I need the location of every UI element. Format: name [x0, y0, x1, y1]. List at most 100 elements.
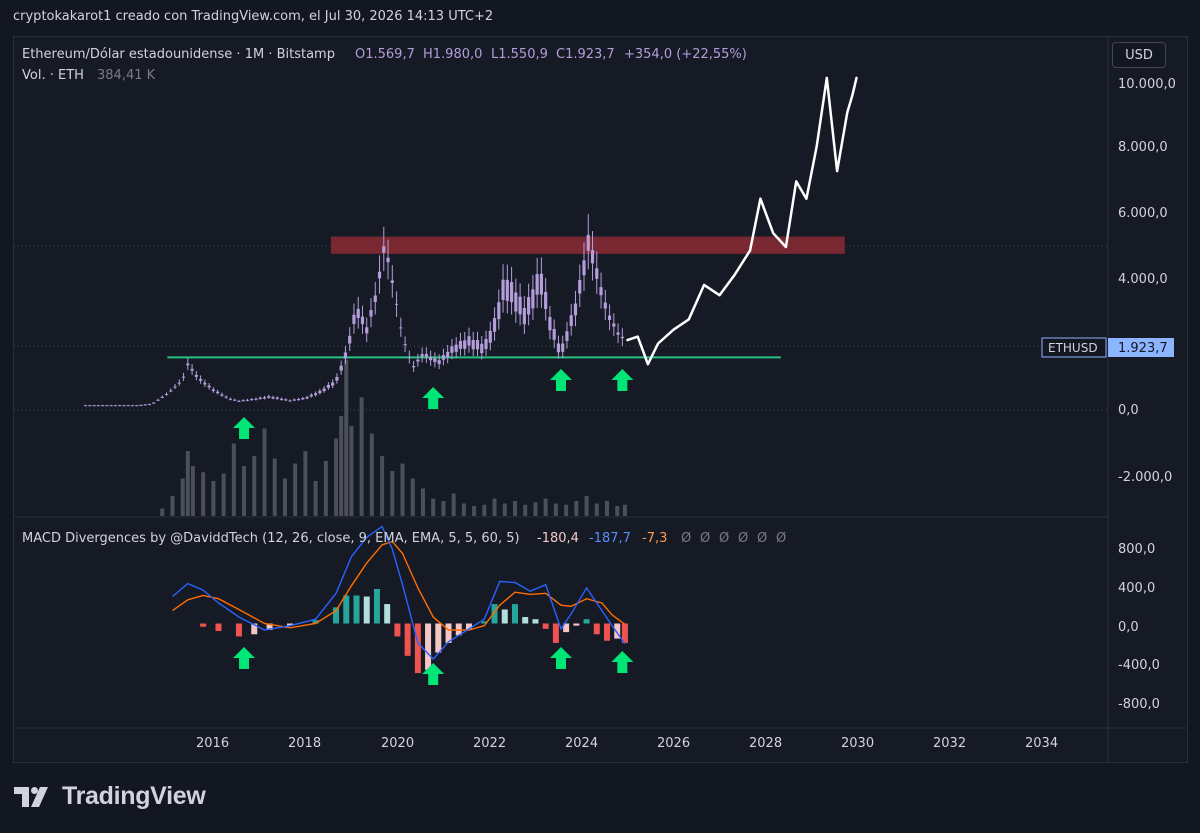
candle-body-16 — [152, 402, 156, 404]
candle-body-85 — [446, 351, 450, 358]
candle-body-104 — [527, 297, 531, 315]
time-tick-2026: 2026 — [657, 736, 690, 751]
candle-body-23 — [181, 376, 186, 378]
symbol-title[interactable]: Ethereum/Dólar estadounidense · 1M · Bit… — [22, 47, 335, 62]
candle-body-121 — [599, 287, 603, 296]
candle-body-57 — [326, 384, 330, 388]
volume-bar-41 — [553, 503, 558, 516]
arrow-up-icon-price-0 — [233, 417, 256, 439]
macd-hist-bar-14 — [404, 623, 411, 656]
candle-body-53 — [309, 394, 313, 397]
macd-hist-bar-13 — [394, 623, 401, 637]
arrow-annotations[interactable] — [233, 369, 634, 685]
macd-hist-bar-35 — [621, 623, 628, 643]
placeholder-4: Ø — [738, 531, 748, 546]
candle-body-113 — [565, 331, 569, 341]
macd-axis[interactable]: 800,0 400,0 0,0 -400,0 -800,0 — [1118, 542, 1160, 712]
candle-body-62 — [348, 335, 352, 344]
volume-bar-24 — [380, 456, 385, 516]
macd-hist-bar-26 — [532, 619, 539, 624]
candle-body-91 — [471, 339, 475, 350]
macd-main-line — [172, 525, 626, 661]
candle-body-116 — [578, 280, 582, 294]
macd-title[interactable]: MACD Divergences by @DaviddTech (12, 26,… — [22, 531, 520, 546]
price-label-symbol: ETHUSD — [1048, 341, 1098, 355]
volume-value: 384,41 K — [97, 68, 156, 83]
projection-drawing[interactable] — [626, 76, 858, 366]
candle-body-67 — [369, 310, 373, 317]
macd-hist-bar-2 — [235, 623, 242, 637]
placeholder-6: Ø — [776, 531, 786, 546]
volume-bar-23 — [369, 433, 374, 516]
volume-bar-47 — [615, 506, 620, 516]
candle-body-3 — [96, 405, 100, 407]
legend-change: +354,0 (+22,55%) — [624, 47, 747, 62]
volume-bars — [160, 359, 627, 516]
time-axis[interactable]: 2016 2018 2020 2022 2024 2026 2028 2030 … — [196, 736, 1058, 751]
candle-body-34 — [228, 398, 233, 400]
candle-body-126 — [620, 336, 624, 339]
volume-bar-46 — [605, 501, 610, 516]
candle-body-50 — [296, 399, 301, 401]
time-tick-2020: 2020 — [381, 736, 414, 751]
time-tick-2024: 2024 — [565, 736, 598, 751]
candle-body-88 — [458, 340, 463, 349]
candle-body-65 — [360, 316, 365, 325]
candle-body-118 — [586, 234, 590, 251]
volume-label[interactable]: Vol. · ETH — [22, 68, 84, 83]
candle-body-101 — [514, 292, 518, 312]
candle-body-10 — [126, 405, 130, 407]
candle-body-84 — [441, 355, 446, 360]
candle-body-32 — [220, 394, 224, 396]
candle-body-64 — [356, 308, 360, 318]
macd-hist-bar-34 — [614, 623, 621, 639]
candle-body-123 — [607, 315, 612, 320]
arrow-up-icon-macd-0 — [233, 647, 256, 669]
tradingview-logo-icon — [14, 786, 48, 807]
candle-body-44 — [271, 397, 275, 399]
candle-body-28 — [203, 382, 207, 385]
candle-body-8 — [118, 405, 122, 407]
candle-body-89 — [463, 340, 467, 349]
time-tick-2016: 2016 — [196, 736, 229, 751]
candle-body-38 — [245, 399, 250, 401]
macd-hist-bar-6 — [312, 620, 319, 624]
candle-body-83 — [437, 360, 441, 365]
macd-hist-bar-5 — [287, 623, 294, 626]
macd-hist-bar-33 — [604, 623, 611, 641]
candle-body-110 — [552, 328, 556, 340]
macd-hist-bar-30 — [573, 623, 580, 626]
candle-body-6 — [109, 405, 113, 407]
volume-bar-32 — [461, 503, 466, 516]
macd-hist-bar-32 — [593, 623, 600, 635]
currency-button[interactable]: USD — [1112, 42, 1166, 68]
candle-body-30 — [211, 389, 215, 392]
candle-body-48 — [288, 400, 292, 402]
current-price-label[interactable]: ETHUSD 1.923,7 — [1041, 337, 1174, 358]
volume-bar-16 — [313, 481, 318, 516]
volume-bar-5 — [201, 472, 206, 516]
candle-body-107 — [539, 273, 544, 295]
candle-body-96 — [492, 318, 497, 332]
candle-body-17 — [156, 399, 160, 401]
price-tick-neg2000: -2.000,0 — [1118, 470, 1172, 485]
macd-hist-bar-21 — [481, 621, 488, 624]
candle-body-56 — [322, 388, 326, 392]
macd-hist-bar-24 — [511, 604, 518, 624]
candle-body-26 — [194, 374, 198, 377]
chart-caption: cryptokakarot1 creado con TradingView.co… — [13, 9, 494, 24]
legend-close: C1.923,7 — [556, 47, 615, 62]
candle-body-102 — [518, 296, 522, 315]
volume-bar-10 — [252, 456, 257, 516]
price-tick-8000: 8.000,0 — [1118, 140, 1168, 155]
arrow-up-icon-macd-3 — [611, 651, 634, 673]
price-axis[interactable]: 10.000,0 8.000,0 6.000,0 4.000,0 0,0 -2.… — [1118, 77, 1176, 485]
candle-body-43 — [267, 396, 271, 398]
volume-bar-38 — [523, 504, 528, 516]
macd-hist-bar-31 — [583, 619, 590, 624]
volume-bar-45 — [594, 503, 599, 516]
candle-body-90 — [467, 336, 471, 346]
candle-body-76 — [407, 356, 411, 358]
chart-panel[interactable] — [13, 36, 1188, 763]
